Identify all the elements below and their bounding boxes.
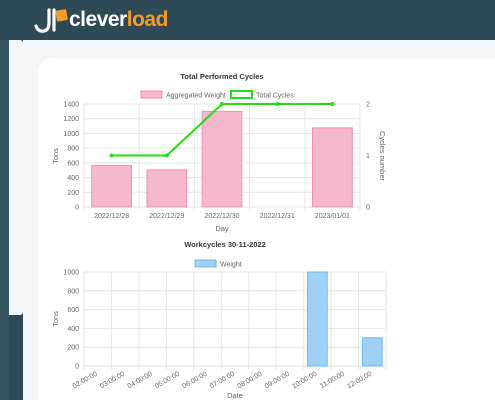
x-tick-label: 09:00:00 <box>264 371 291 391</box>
y-tick-label: 1400 <box>63 102 79 109</box>
y2-axis-label: Cycles number <box>378 131 387 182</box>
y-tick-label: 400 <box>67 326 79 333</box>
line-point <box>164 153 169 158</box>
bar <box>306 271 328 367</box>
y-tick-label: 600 <box>67 160 79 167</box>
chart-title: Workcycles 30-11-2022 <box>184 240 266 249</box>
line-point <box>275 102 280 106</box>
brand-logo[interactable]: cleverload <box>34 6 168 34</box>
x-tick-label: 12:00:00 <box>346 371 373 391</box>
legend-label: Weight <box>220 262 242 269</box>
y-tick-label: 800 <box>67 146 79 153</box>
y-tick-label: 1000 <box>63 131 79 138</box>
y-axis-label: Tons <box>51 148 60 164</box>
y-tick-label: 0 <box>75 364 79 371</box>
x-tick-label: 08:00:00 <box>236 371 263 391</box>
top-bar: cleverload <box>0 0 495 40</box>
cleverload-logo-icon <box>34 6 68 34</box>
x-tick-label: 06:00:00 <box>181 371 208 391</box>
x-tick-label: 10:00:00 <box>291 371 318 391</box>
y-tick-label: 200 <box>67 190 79 197</box>
line-point <box>109 153 114 158</box>
y2-tick-label: 1 <box>366 153 370 160</box>
x-axis-label: Date <box>227 391 243 400</box>
x-tick-label: 02:00:00 <box>72 371 99 391</box>
y2-tick-label: 0 <box>366 205 370 212</box>
bar <box>91 164 132 208</box>
line-point <box>330 102 335 106</box>
y-tick-label: 200 <box>67 345 79 352</box>
x-tick-label: 04:00:00 <box>127 371 154 391</box>
y-tick-label: 0 <box>75 205 79 212</box>
chart-card <box>38 58 495 400</box>
x-tick-label: 2022/12/30 <box>204 213 239 220</box>
legend-swatch <box>140 90 163 99</box>
y-tick-label: 600 <box>67 307 79 314</box>
sidebar <box>0 40 9 400</box>
x-tick-label: 2023/01/01 <box>315 213 350 220</box>
x-tick-label: 03:00:00 <box>99 371 126 391</box>
x-tick-label: 2022/12/28 <box>94 213 129 220</box>
y-tick-label: 800 <box>67 288 79 295</box>
chart-title: Total Performed Cycles <box>180 72 263 81</box>
x-tick-label: 05:00:00 <box>154 371 181 391</box>
line-point <box>220 102 224 106</box>
side-panel <box>9 40 23 315</box>
bar <box>201 110 243 208</box>
chart-workcycles: Workcycles 30-11-2022 Weight 0 200 400 600 800… <box>51 240 387 400</box>
y-tick-label: 1000 <box>63 270 79 277</box>
bar <box>146 169 188 208</box>
legend-label: Total Cycles <box>256 93 294 100</box>
y-tick-label: 400 <box>67 175 79 182</box>
x-axis-label: Day <box>215 224 229 233</box>
x-tick-label: 2022/12/31 <box>260 213 295 220</box>
bar <box>312 127 353 208</box>
y2-tick-label: 2 <box>366 102 370 109</box>
x-tick-label: 07:00:00 <box>209 371 236 391</box>
chart-total-performed-cycles: Total Performed Cycles Aggregated Weight T… <box>51 72 387 233</box>
y-axis-label: Tons <box>51 311 60 327</box>
legend-label: Aggregated Weight <box>166 93 226 100</box>
x-tick-label: 2022/12/29 <box>149 213 184 220</box>
bar <box>361 337 383 367</box>
y-tick-label: 1200 <box>63 116 79 123</box>
brand-name: cleverload <box>69 8 168 31</box>
legend-swatch <box>230 90 253 99</box>
x-tick-label: 11:00:00 <box>319 371 346 390</box>
legend-swatch <box>194 259 217 268</box>
